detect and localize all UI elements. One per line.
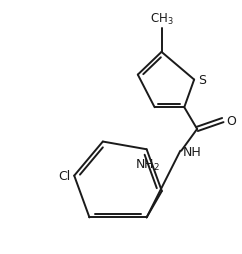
Text: CH$_3$: CH$_3$ [150, 12, 173, 27]
Text: S: S [198, 74, 206, 87]
Text: NH: NH [182, 146, 201, 158]
Text: Cl: Cl [58, 169, 70, 182]
Text: O: O [226, 114, 236, 127]
Text: NH$_2$: NH$_2$ [135, 157, 160, 172]
